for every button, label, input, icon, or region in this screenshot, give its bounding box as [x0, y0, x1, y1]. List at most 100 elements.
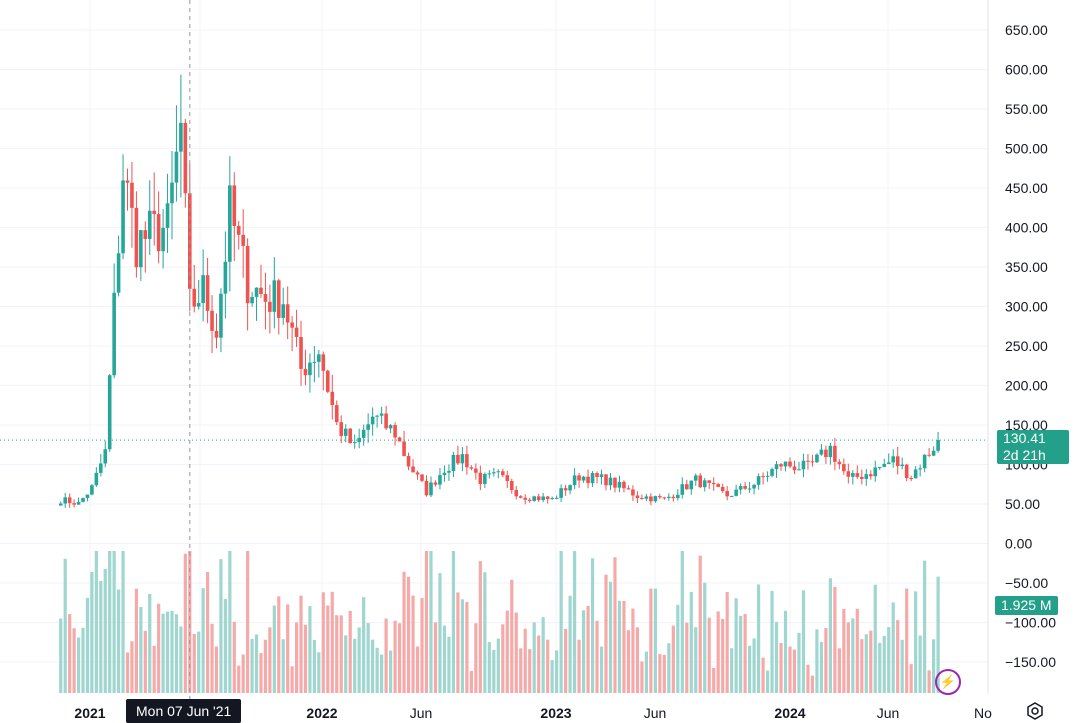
- last-price-badge: 130.41 2d 21h: [997, 430, 1069, 464]
- gear-icon[interactable]: [1026, 702, 1044, 720]
- candle-body: [67, 497, 72, 504]
- candle-body: [272, 280, 277, 312]
- volume-bar: [622, 600, 626, 693]
- candle-body: [568, 485, 572, 491]
- volume-bar: [241, 654, 245, 693]
- time-axis-label: 2023: [540, 705, 571, 721]
- price-axis-label: 0.00: [1005, 536, 1032, 552]
- candle-body: [815, 454, 819, 463]
- volume-bar: [792, 649, 797, 693]
- volume-bar: [353, 638, 357, 693]
- volume-bar: [712, 667, 716, 693]
- volume-bar: [99, 580, 103, 693]
- volume-bar: [148, 593, 152, 693]
- volume-bar: [344, 635, 348, 693]
- volume-bar: [851, 618, 855, 693]
- candle-body: [294, 327, 299, 337]
- candle-body: [581, 476, 586, 481]
- candle-body: [536, 496, 541, 501]
- candle-body: [170, 182, 174, 204]
- volume-bar: [676, 604, 680, 693]
- volume-bar: [914, 591, 918, 693]
- volume-bar: [362, 597, 366, 693]
- candle-body: [801, 460, 806, 470]
- candle-body: [81, 498, 85, 502]
- volume-bar: [900, 639, 904, 693]
- price-axis-label: 350.00: [1005, 259, 1048, 275]
- candle-body: [886, 462, 891, 465]
- volume-bar: [519, 648, 523, 693]
- volume-bar: [842, 608, 846, 693]
- volume-bar: [308, 606, 312, 693]
- candle-body: [232, 185, 237, 227]
- candle-body: [631, 489, 635, 496]
- candle-body: [487, 473, 492, 475]
- volume-bar: [294, 622, 299, 693]
- candle-body: [58, 503, 63, 506]
- candle-body: [116, 253, 121, 293]
- candle-body: [366, 424, 370, 430]
- volume-bar: [447, 636, 451, 693]
- volume-bar: [330, 591, 334, 693]
- volume-bar: [174, 614, 179, 693]
- volume-bar: [734, 598, 738, 693]
- volume-bar: [130, 641, 134, 693]
- candle-body: [236, 226, 241, 235]
- volume-bar: [698, 555, 702, 693]
- volume-bar: [281, 639, 285, 693]
- price-axis-label: 450.00: [1005, 180, 1048, 196]
- price-axis[interactable]: 650.00 600.00 550.00 500.00 450.00 400.00 350.…: [1005, 22, 1056, 670]
- candle-body: [509, 481, 514, 490]
- volume-bar: [716, 611, 720, 693]
- candle-body: [281, 304, 286, 318]
- volume-bar: [568, 595, 572, 693]
- volume-bar: [487, 642, 491, 693]
- volume-bar: [411, 595, 415, 693]
- candle-body: [451, 454, 456, 471]
- volume-bar: [905, 588, 909, 693]
- lightning-bolt-icon[interactable]: ⚡: [935, 669, 961, 695]
- time-axis[interactable]: 2021 2022 Jun 2023 Jun 2024 Jun No: [74, 705, 992, 721]
- candle-body: [644, 496, 649, 499]
- candle-body: [130, 182, 134, 208]
- volume-bar: [81, 627, 85, 693]
- volume-bar: [492, 649, 496, 693]
- candle-body: [263, 293, 268, 302]
- volume-bar: [581, 610, 586, 693]
- candle-body: [711, 482, 716, 485]
- candle-body: [442, 472, 447, 476]
- candle-body: [860, 476, 864, 479]
- candle-body: [752, 484, 756, 489]
- candle-body: [500, 471, 505, 476]
- volume-bar: [923, 560, 927, 693]
- time-axis-label: Jun: [644, 705, 667, 721]
- volume-bar: [478, 561, 482, 693]
- volume-bar: [703, 582, 707, 693]
- volume-bar: [108, 551, 112, 693]
- candle-body: [321, 354, 326, 371]
- candle-body: [586, 476, 590, 484]
- candle-body: [563, 488, 568, 491]
- bar-countdown: 2d 21h: [1003, 447, 1046, 463]
- candle-body: [572, 475, 577, 486]
- volume-bar: [770, 590, 774, 693]
- candle-body: [107, 375, 112, 450]
- volume-bar: [819, 641, 824, 693]
- candle-body: [72, 503, 76, 505]
- candle-body: [667, 496, 671, 498]
- volume-bar: [263, 639, 268, 693]
- candle-body: [325, 370, 330, 392]
- volume-bar: [595, 620, 599, 693]
- volume-bar: [837, 648, 841, 693]
- volume-bar: [442, 625, 447, 693]
- candle-body: [779, 464, 783, 467]
- volume-bar: [232, 621, 236, 693]
- volume-bar: [388, 650, 393, 693]
- candle-body: [415, 472, 420, 475]
- candle-body: [393, 425, 397, 438]
- volume-bar: [765, 670, 770, 693]
- candle-body: [900, 464, 904, 467]
- volume-bar: [635, 627, 640, 693]
- candle-body: [268, 301, 272, 312]
